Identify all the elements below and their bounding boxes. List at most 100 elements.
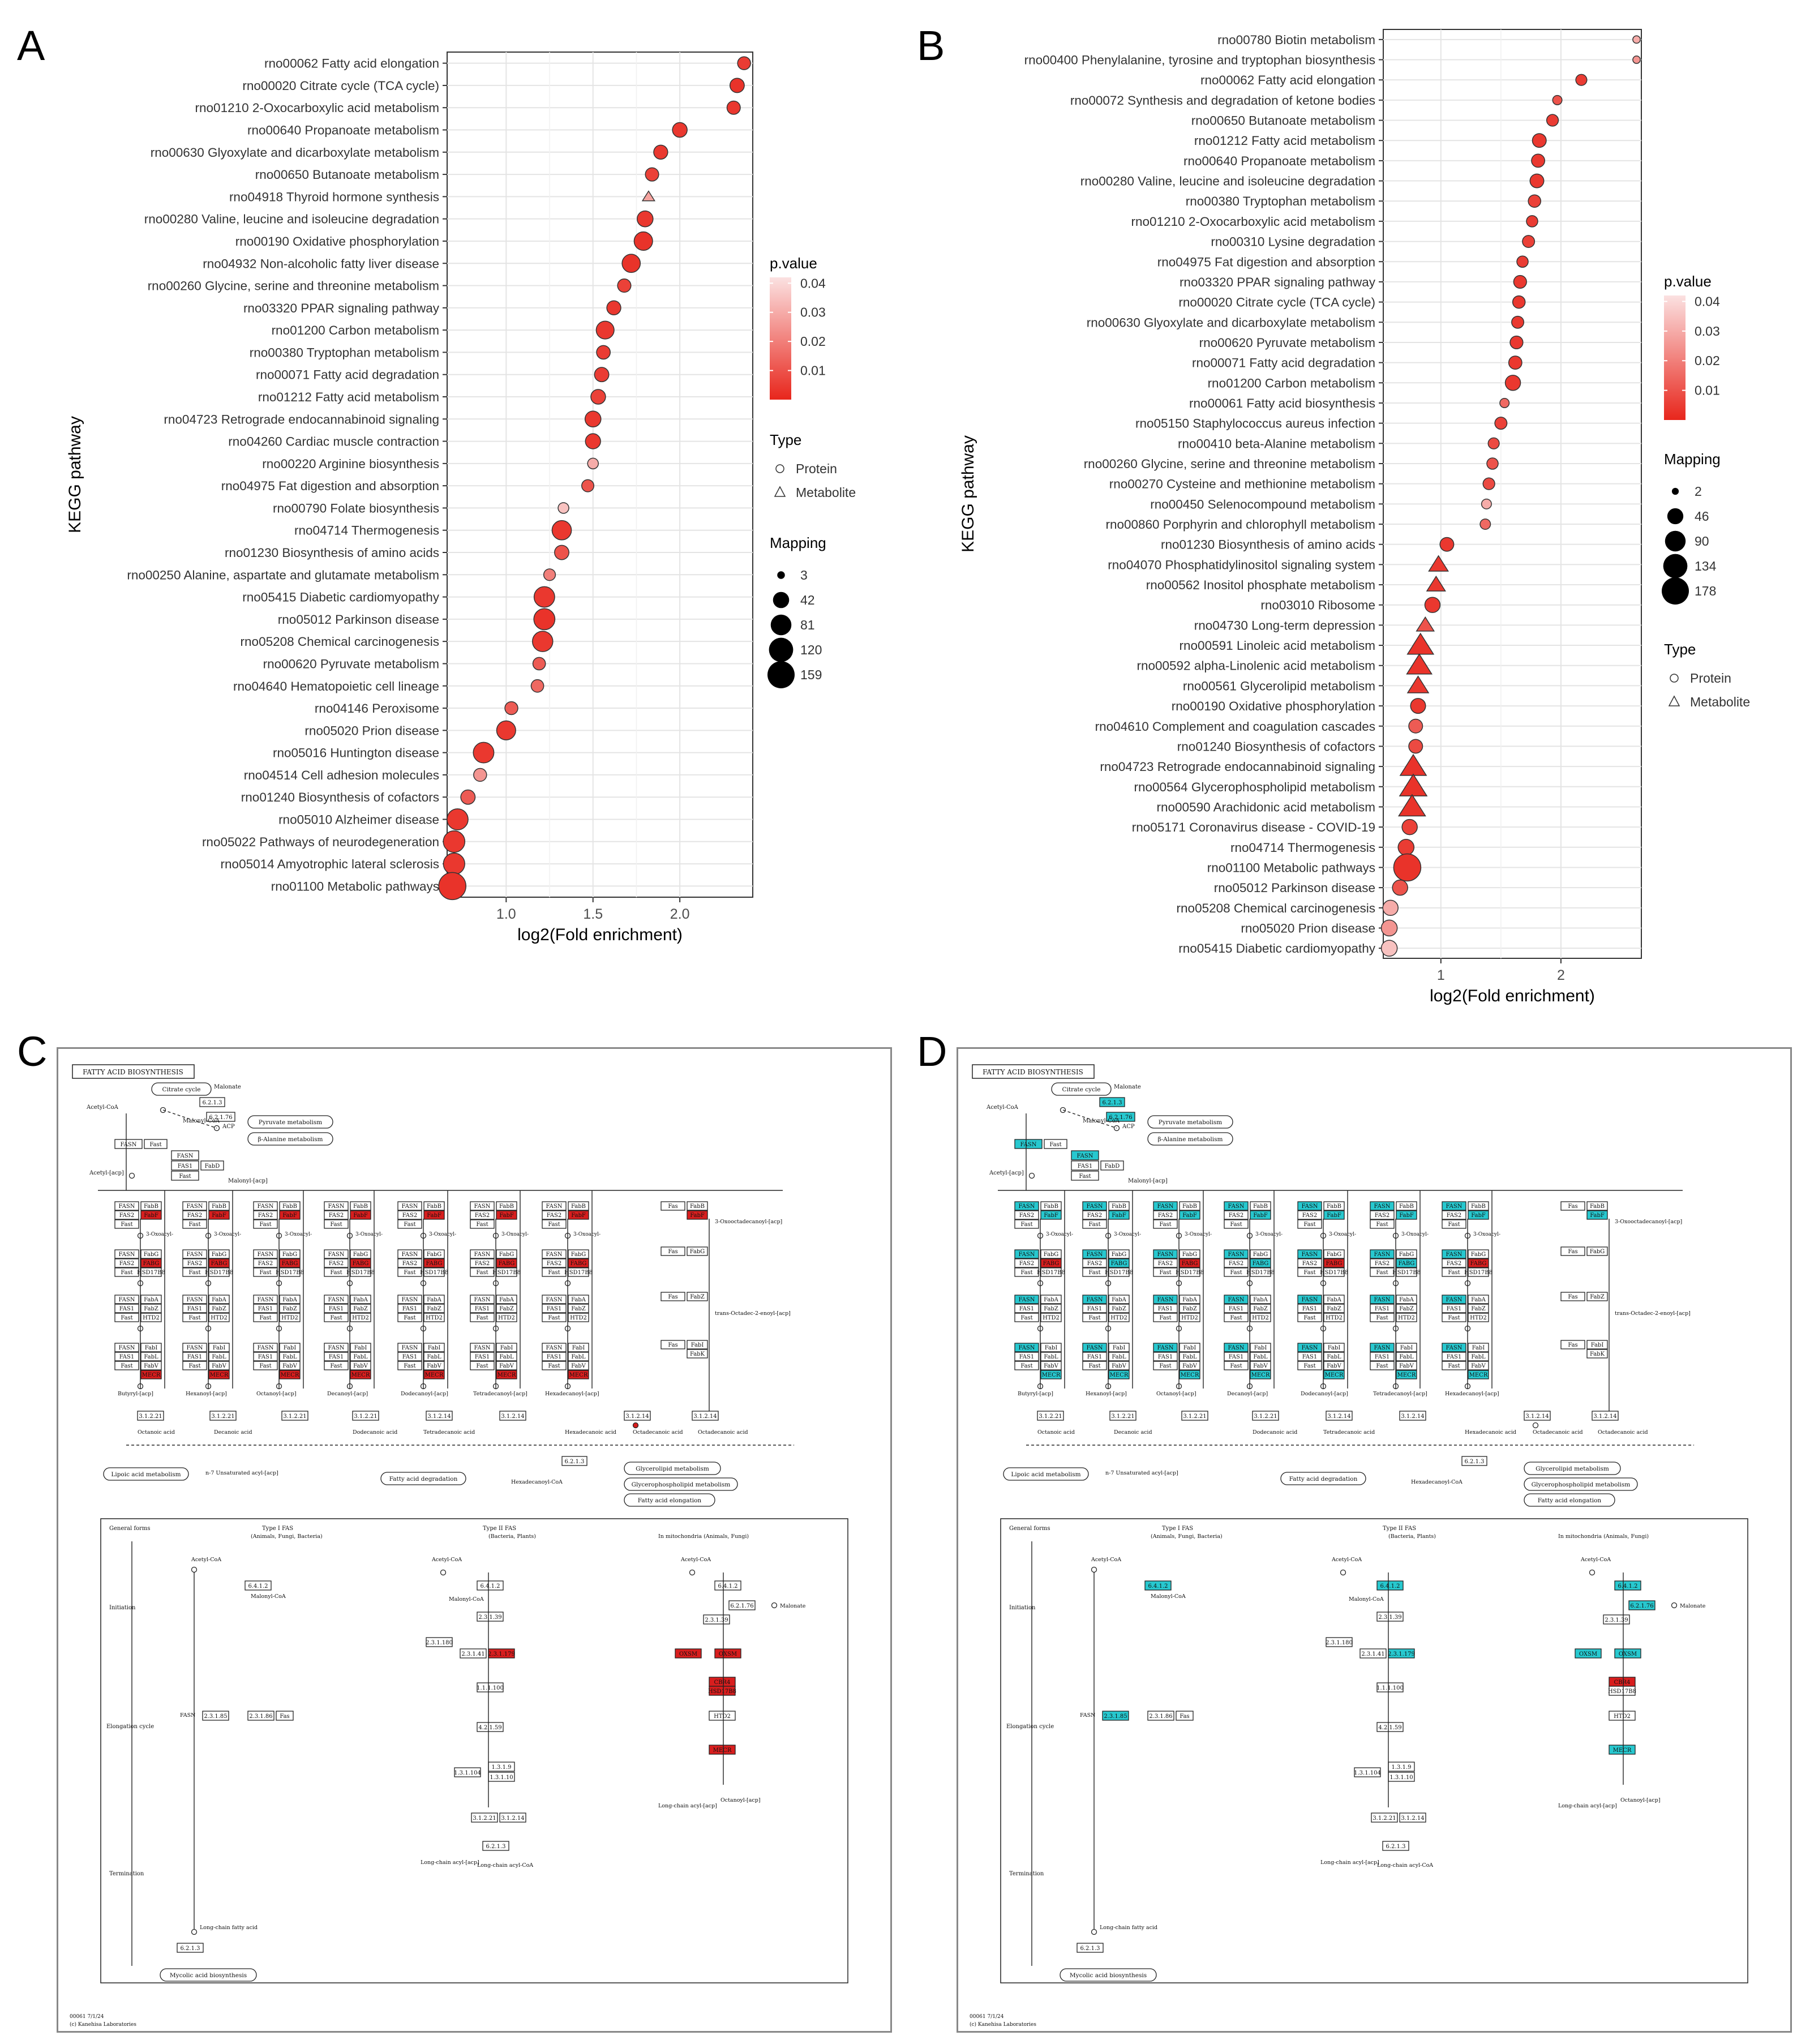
y-tick-label: rno00310 Lysine degradation xyxy=(1211,235,1375,249)
enzyme-box xyxy=(253,1304,278,1313)
enzyme-label: FabL xyxy=(1399,1354,1414,1360)
enzyme-box xyxy=(1297,1343,1322,1352)
enzyme-box xyxy=(687,1201,708,1211)
enzyme-label: FabI xyxy=(1400,1345,1413,1351)
enzyme-box xyxy=(140,1210,162,1220)
enzyme-box xyxy=(1396,1267,1417,1277)
enzyme-box xyxy=(208,1361,230,1370)
enzyme-box xyxy=(1609,1745,1636,1755)
enzyme-label: HTD2 xyxy=(281,1315,298,1321)
map-link-pill xyxy=(247,1115,333,1129)
enzyme-label: 6.2.1.3 xyxy=(203,1100,222,1106)
data-point-protein xyxy=(1516,255,1529,268)
legend-type-symbol-triangle xyxy=(774,486,786,497)
enzyme-label: FAS1 xyxy=(402,1354,418,1360)
enzyme-label: HSD17B8 xyxy=(276,1270,304,1276)
enzyme-label: FASN xyxy=(402,1297,418,1303)
enzyme-box xyxy=(1586,1210,1608,1220)
enzyme-label: FabF xyxy=(282,1212,297,1219)
enzyme-box xyxy=(496,1352,517,1361)
enzyme-label: FabG xyxy=(1399,1252,1414,1258)
enzyme-label: FASN xyxy=(546,1297,563,1303)
enzyme-box xyxy=(1442,1258,1466,1268)
legend-size-label: 42 xyxy=(800,593,815,607)
enzyme-label: FabB xyxy=(1471,1203,1486,1210)
enzyme-box xyxy=(1040,1343,1062,1352)
enzyme-label: 6.2.1.3 xyxy=(1080,1946,1100,1952)
compound-label: trans-Octadec-2-enoyl-[acp] xyxy=(1615,1310,1691,1317)
compound-label: Hexadecanoyl-[acp] xyxy=(545,1391,599,1397)
enzyme-box xyxy=(470,1249,495,1259)
enzyme-box xyxy=(423,1210,445,1220)
enzyme-label: HTD2 xyxy=(426,1315,443,1321)
map-link-label: Lipoic acid metabolism xyxy=(1011,1471,1080,1478)
compound-label: Octanoyl-[acp] xyxy=(1620,1797,1661,1803)
enzyme-label: FASN xyxy=(1019,1252,1035,1258)
enzyme-box xyxy=(397,1313,422,1322)
enzyme-label: FabB xyxy=(571,1203,586,1210)
y-tick-label: rno04975 Fat digestion and absorption xyxy=(1157,255,1375,269)
enzyme-box xyxy=(1442,1267,1466,1277)
enzyme-box xyxy=(140,1295,162,1304)
enzyme-box xyxy=(140,1361,162,1370)
map-link-label: Pyruvate metabolism xyxy=(1159,1119,1223,1126)
enzyme-box xyxy=(324,1258,349,1268)
enzyme-label: FASN xyxy=(474,1203,491,1210)
enzyme-label: 4.2.1.59 xyxy=(478,1725,501,1731)
legend-size-symbol xyxy=(1663,554,1688,579)
y-tick-label: rno00650 Butanoate metabolism xyxy=(1191,114,1375,128)
enzyme-label: MECR xyxy=(142,1372,161,1378)
panel-label-b: B xyxy=(917,22,945,69)
compound-node xyxy=(128,1172,135,1179)
enzyme-label: 6.4.1.2 xyxy=(1148,1583,1168,1589)
enzyme-label: FASN xyxy=(1019,1297,1035,1303)
map-link-label: Fatty acid degradation xyxy=(389,1476,458,1482)
enzyme-box xyxy=(1297,1295,1322,1304)
enzyme-box xyxy=(1176,1711,1194,1721)
map-link-pill xyxy=(151,1082,212,1096)
enzyme-label: FASN xyxy=(1157,1203,1174,1210)
y-tick-label: rno05016 Huntington disease xyxy=(273,746,439,760)
data-point-protein xyxy=(672,122,688,138)
legend-size-symbol xyxy=(1671,487,1679,495)
enzyme-label: 1.3.1.9 xyxy=(492,1764,512,1771)
enzyme-label: Fast xyxy=(548,1222,560,1228)
y-tick-label: rno04723 Retrograde endocannabinoid sign… xyxy=(1100,760,1375,774)
enzyme-box xyxy=(1468,1313,1489,1322)
enzyme-box xyxy=(1040,1258,1062,1268)
enzyme-label: Fast xyxy=(330,1270,342,1276)
enzyme-label: FabZ xyxy=(1471,1306,1486,1312)
enzyme-box xyxy=(1224,1210,1249,1220)
enzyme-label: FabA xyxy=(571,1297,586,1303)
x-tick-label: 1.5 xyxy=(583,906,603,922)
enzyme-label: FASN xyxy=(1302,1345,1318,1351)
enzyme-box xyxy=(568,1361,589,1370)
enzyme-box xyxy=(1224,1295,1249,1304)
data-point-protein xyxy=(447,808,469,830)
enzyme-box xyxy=(279,1313,301,1322)
enzyme-box xyxy=(1014,1352,1039,1361)
data-point-protein xyxy=(585,433,601,449)
enzyme-box xyxy=(470,1219,495,1229)
y-tick-label: rno05171 Coronavirus disease - COVID-19 xyxy=(1132,820,1375,834)
legend-type-title: Type xyxy=(770,431,801,448)
enzyme-box xyxy=(279,1295,301,1304)
enzyme-label: FabI xyxy=(354,1345,367,1351)
enzyme-label: OXSM xyxy=(1619,1651,1637,1657)
enzyme-label: 1.3.1.104 xyxy=(454,1770,481,1776)
data-point-protein xyxy=(438,872,466,901)
enzyme-box xyxy=(709,1711,736,1721)
enzyme-label: HSD17B8 xyxy=(708,1689,736,1695)
x-tick-label: 2.0 xyxy=(670,906,690,922)
enzyme-box xyxy=(1396,1343,1417,1352)
legend-size-title: Mapping xyxy=(770,534,826,551)
compound-label: Octanoyl-[acp] xyxy=(1156,1391,1196,1397)
y-tick-label: rno00380 Tryptophan metabolism xyxy=(250,345,439,359)
enzyme-box xyxy=(542,1343,567,1352)
enzyme-label: 6.2.1.76 xyxy=(209,1115,232,1121)
enzyme-box xyxy=(182,1249,207,1259)
compound-label: n-7 Unsaturated acyl-[acp] xyxy=(205,1470,278,1476)
compound-label: n-7 Unsaturated acyl-[acp] xyxy=(1105,1470,1178,1476)
enzyme-box xyxy=(140,1249,162,1259)
enzyme-label: 2.3.1.39 xyxy=(1605,1617,1628,1623)
